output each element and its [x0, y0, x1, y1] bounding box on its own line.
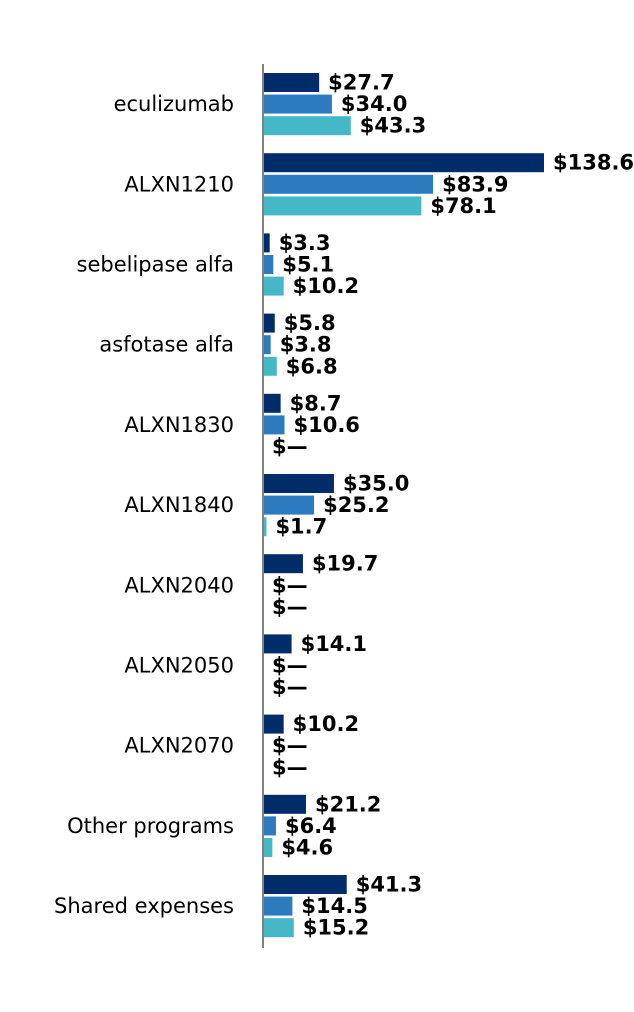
value-label-sebelipase-alfa-series-3: $10.2: [293, 274, 359, 298]
value-label-eculizumab-series-3: $43.3: [360, 114, 426, 138]
bar-alxn2040-series-1: [263, 554, 303, 574]
bar-alxn2070-series-1: [263, 714, 284, 734]
value-label-alxn1210-series-1: $138.6: [553, 151, 634, 175]
value-label-asfotase-alfa-series-1: $5.8: [284, 311, 336, 335]
category-label-alxn2040: ALXN2040: [124, 573, 234, 597]
value-label-alxn1830-series-3: $—: [272, 435, 308, 459]
bar-other-programs-series-3: [263, 838, 273, 857]
bar-other-programs-series-1: [263, 794, 306, 814]
value-label-alxn1840-series-3: $1.7: [275, 515, 327, 539]
value-label-shared-expenses-series-3: $15.2: [303, 916, 369, 940]
value-label-sebelipase-alfa-series-1: $3.3: [279, 231, 331, 255]
value-label-asfotase-alfa-series-3: $6.8: [286, 354, 338, 378]
category-label-alxn2050: ALXN2050: [124, 654, 234, 678]
value-label-alxn1840-series-2: $25.2: [323, 493, 389, 517]
value-labels-layer: $27.7$34.0$43.3$138.6$83.9$78.1$3.3$5.1$…: [272, 71, 634, 940]
value-label-shared-expenses-series-1: $41.3: [356, 873, 422, 897]
value-label-alxn2040-series-3: $—: [272, 595, 308, 619]
bars-layer: [263, 73, 544, 938]
value-label-alxn1210-series-3: $78.1: [430, 194, 496, 218]
bar-alxn1840-series-2: [263, 495, 315, 515]
value-label-alxn1840-series-1: $35.0: [343, 472, 409, 496]
value-label-alxn2040-series-2: $—: [272, 573, 308, 597]
bar-asfotase-alfa-series-2: [263, 335, 271, 355]
bar-shared-expenses-series-3: [263, 918, 294, 938]
value-label-alxn2070-series-1: $10.2: [293, 712, 359, 736]
category-label-sebelipase-alfa: sebelipase alfa: [77, 253, 234, 277]
bar-alxn1830-series-2: [263, 415, 285, 435]
category-label-alxn2070: ALXN2070: [124, 734, 234, 758]
bar-asfotase-alfa-series-1: [263, 313, 275, 333]
value-label-alxn2050-series-1: $14.1: [301, 632, 367, 656]
bar-eculizumab-series-2: [263, 94, 332, 114]
value-label-eculizumab-series-2: $34.0: [341, 92, 407, 116]
value-label-asfotase-alfa-series-2: $3.8: [280, 333, 332, 357]
category-labels-layer: eculizumab ALXN1210 sebelipase alfa asfotas…: [54, 92, 234, 918]
bar-sebelipase-alfa-series-1: [263, 233, 270, 253]
bar-alxn1210-series-1: [263, 153, 544, 173]
category-label-alxn1210: ALXN1210: [124, 172, 234, 196]
bar-asfotase-alfa-series-3: [263, 356, 277, 376]
bar-shared-expenses-series-2: [263, 896, 293, 916]
value-label-alxn2040-series-1: $19.7: [312, 552, 378, 576]
bar-sebelipase-alfa-series-2: [263, 255, 274, 274]
value-label-other-programs-series-2: $6.4: [285, 814, 337, 838]
value-label-shared-expenses-series-2: $14.5: [301, 894, 367, 918]
bar-alxn1840-series-1: [263, 474, 334, 493]
value-label-other-programs-series-1: $21.2: [315, 792, 381, 816]
bar-other-programs-series-2: [263, 816, 276, 836]
category-label-alxn1840: ALXN1840: [124, 493, 234, 517]
bar-alxn2050-series-1: [263, 634, 292, 654]
value-label-other-programs-series-3: $4.6: [281, 836, 333, 860]
category-label-eculizumab: eculizumab: [114, 92, 234, 116]
value-label-alxn1210-series-2: $83.9: [442, 172, 508, 196]
value-label-alxn2070-series-2: $—: [272, 734, 308, 758]
bar-shared-expenses-series-1: [263, 875, 347, 894]
bar-alxn1830-series-1: [263, 393, 281, 413]
value-label-alxn1830-series-1: $8.7: [290, 391, 342, 415]
bar-sebelipase-alfa-series-3: [263, 276, 284, 296]
value-label-alxn2050-series-3: $—: [272, 675, 308, 699]
value-label-alxn1830-series-2: $10.6: [293, 413, 359, 437]
bar-alxn1210-series-3: [263, 196, 422, 216]
value-label-alxn2050-series-2: $—: [272, 654, 308, 678]
value-label-sebelipase-alfa-series-2: $5.1: [282, 253, 334, 277]
category-label-shared-expenses: Shared expenses: [54, 894, 234, 918]
bar-alxn1840-series-3: [263, 517, 267, 537]
bar-eculizumab-series-3: [263, 116, 351, 136]
category-label-alxn1830: ALXN1830: [124, 413, 234, 437]
category-label-asfotase-alfa: asfotase alfa: [99, 333, 234, 357]
value-label-alxn2070-series-3: $—: [272, 755, 308, 779]
bar-alxn1210-series-2: [263, 174, 434, 194]
bar-eculizumab-series-1: [263, 73, 320, 92]
value-label-eculizumab-series-1: $27.7: [328, 71, 394, 95]
category-label-other-programs: Other programs: [67, 814, 234, 838]
